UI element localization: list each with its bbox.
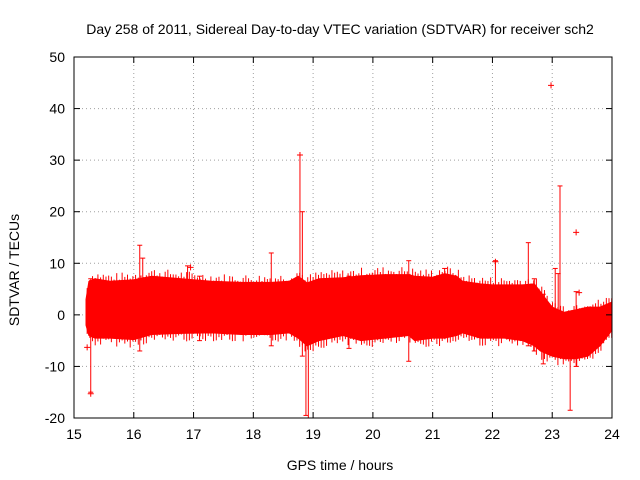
chart-title: Day 258 of 2011, Sidereal Day-to-day VTE… xyxy=(86,21,594,37)
x-tick-label: 19 xyxy=(305,426,321,442)
x-tick-label: 23 xyxy=(544,426,560,442)
y-tick-label: 30 xyxy=(49,152,65,168)
y-tick-label: -10 xyxy=(45,358,65,374)
y-axis-label: SDTVAR / TECUs xyxy=(6,214,22,326)
data-point xyxy=(576,289,583,296)
x-tick-label: 24 xyxy=(604,426,620,442)
axis-ticks: 15 16 17 18 19 20 21 22 23 24 -20 -10 0 10 20 30 40 50 xyxy=(45,49,620,442)
y-tick-label: 10 xyxy=(49,255,65,271)
data-point xyxy=(187,264,194,271)
data-series xyxy=(84,82,613,419)
x-tick-label: 20 xyxy=(365,426,381,442)
data-point xyxy=(84,344,91,351)
y-tick-label: 50 xyxy=(49,49,65,65)
x-tick-label: 16 xyxy=(126,426,142,442)
y-tick-label: 0 xyxy=(57,307,65,323)
y-tick-label: -20 xyxy=(45,410,65,426)
y-tick-label: 40 xyxy=(49,101,65,117)
y-tick-label: 20 xyxy=(49,204,65,220)
data-point xyxy=(87,390,94,397)
x-tick-label: 17 xyxy=(186,426,202,442)
data-point xyxy=(573,229,580,236)
x-tick-label: 21 xyxy=(425,426,441,442)
data-point xyxy=(296,151,303,158)
x-tick-label: 18 xyxy=(246,426,262,442)
x-tick-label: 15 xyxy=(66,426,82,442)
data-point xyxy=(548,82,555,89)
plot-frame xyxy=(73,56,613,419)
x-axis-label: GPS time / hours xyxy=(287,457,394,473)
data-point xyxy=(492,258,499,265)
x-tick-label: 22 xyxy=(485,426,501,442)
